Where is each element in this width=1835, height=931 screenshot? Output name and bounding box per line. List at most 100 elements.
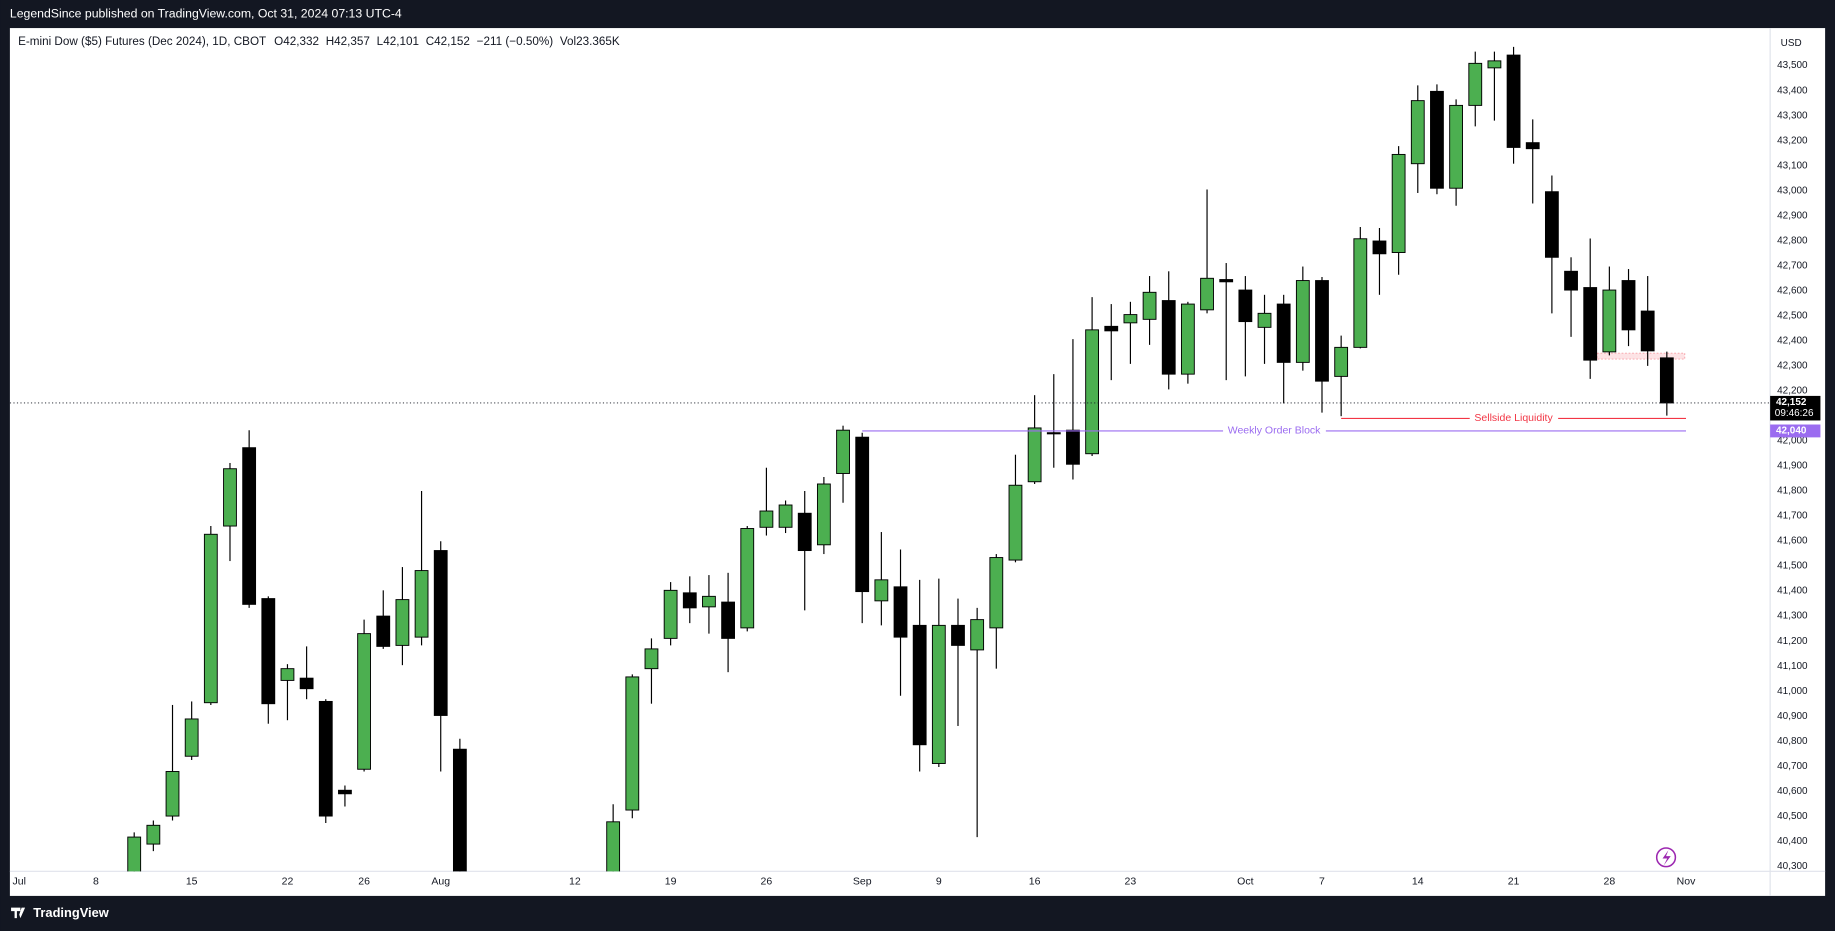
candle-body (855, 436, 870, 593)
candle-body (1180, 303, 1195, 375)
candle-body (338, 789, 352, 795)
y-tick-label: 41,000 (1777, 686, 1808, 697)
y-tick-label: 41,200 (1777, 636, 1808, 647)
y-tick-label: 41,600 (1777, 536, 1808, 547)
y-tick-label: 43,100 (1777, 160, 1808, 171)
candle-body (1506, 54, 1521, 148)
candle-body (1659, 357, 1674, 404)
last-price-label: 42,152 (1776, 397, 1807, 408)
publisher: LegendSince published on TradingView.com… (10, 6, 402, 20)
candle-body (1544, 191, 1559, 258)
candle-body (797, 512, 812, 552)
candle-body (452, 748, 467, 872)
x-tick-label: Nov (1677, 876, 1696, 888)
candle-body (1085, 329, 1099, 455)
candle-body (1276, 303, 1291, 363)
y-tick-label: 40,500 (1777, 811, 1808, 822)
candle-body (1564, 270, 1578, 291)
legend-value: 23.365K (576, 35, 620, 48)
candle-body (1621, 280, 1636, 331)
y-tick-label: 40,800 (1777, 736, 1808, 747)
candle-body (682, 592, 697, 609)
candle-body (912, 624, 927, 746)
price-box-label: 42,040 (1776, 426, 1807, 437)
y-tick-label: 41,900 (1777, 461, 1808, 472)
y-tick-label: 42,800 (1777, 235, 1808, 246)
y-tick-label: 41,100 (1777, 661, 1808, 672)
y-tick-label: 42,500 (1777, 310, 1808, 321)
candle-body (931, 624, 946, 764)
x-tick-label: 14 (1412, 876, 1424, 888)
candle-body (1430, 90, 1444, 189)
y-tick-label: 42,600 (1777, 285, 1808, 296)
level-label-bg (1223, 424, 1326, 437)
x-tick-label: 15 (186, 876, 198, 888)
candle-body (1410, 100, 1425, 165)
candle-body (1583, 287, 1598, 361)
y-tick-label: 41,400 (1777, 586, 1808, 597)
legend-value: 42,152 (434, 35, 470, 48)
x-tick-label: 26 (761, 876, 773, 888)
y-tick-label: 42,300 (1777, 361, 1808, 372)
y-tick-label: 42,900 (1777, 210, 1808, 221)
candle-body (606, 821, 621, 872)
candle-body (702, 595, 716, 608)
candle-body (874, 579, 889, 602)
candle-body (951, 624, 965, 646)
candle-body (1353, 238, 1368, 348)
candle-body (1008, 484, 1023, 561)
y-tick-label: 40,300 (1777, 861, 1808, 872)
brand (11, 907, 26, 919)
y-tick-label: 43,400 (1777, 85, 1808, 96)
candle-body (970, 619, 985, 651)
x-tick-label: 12 (569, 876, 581, 888)
y-tick-label: 43,000 (1777, 185, 1808, 196)
candle-body (1027, 427, 1042, 483)
candle-body (663, 589, 678, 639)
y-tick-label: 40,600 (1777, 786, 1808, 797)
legend-key: O (274, 35, 283, 48)
candle-body (721, 601, 735, 639)
y-tick-label: 43,300 (1777, 110, 1808, 121)
candle-body (989, 557, 1004, 629)
candle-body (1315, 280, 1329, 382)
candle-body (1391, 153, 1406, 253)
candle-body (1066, 429, 1080, 465)
candle-body (1640, 310, 1655, 352)
candle-body (203, 533, 218, 704)
candle-body (318, 700, 333, 817)
candle-body (127, 836, 142, 872)
y-tick-label: 42,700 (1777, 260, 1808, 271)
y-tick-label: 43,200 (1777, 135, 1808, 146)
legend-change: −211 (−0.50%) (477, 35, 554, 48)
legend-value: 42,357 (334, 35, 370, 48)
x-tick-label: 28 (1604, 876, 1616, 888)
candle-body (1468, 62, 1483, 106)
candle-body (1487, 60, 1502, 69)
x-tick-label: Oct (1237, 876, 1253, 888)
legend-value: 42,101 (383, 35, 419, 48)
chart-area (9, 28, 1826, 896)
candle-body (146, 824, 161, 845)
x-tick-label: Jul (13, 876, 26, 888)
candle-body (1295, 280, 1310, 363)
legend-key: C (426, 35, 434, 48)
candle-body (1525, 142, 1540, 150)
y-tick-label: 43,500 (1777, 60, 1808, 71)
candle-body (1602, 289, 1617, 353)
legend-key: Vol (560, 35, 576, 48)
candle-body (433, 550, 448, 716)
legend-key: L (377, 35, 384, 48)
candle-body (165, 771, 180, 817)
candle-body (376, 615, 391, 647)
countdown: 09:46:26 (1775, 408, 1814, 419)
level-label: Weekly Order Block (1228, 425, 1321, 437)
x-tick-label: 21 (1508, 876, 1520, 888)
candle-body (1449, 104, 1464, 189)
candle-body (184, 718, 199, 757)
plot (127, 46, 1674, 872)
candle-body (625, 676, 640, 811)
last-price-box (1770, 395, 1821, 421)
candle-body (1046, 432, 1061, 435)
